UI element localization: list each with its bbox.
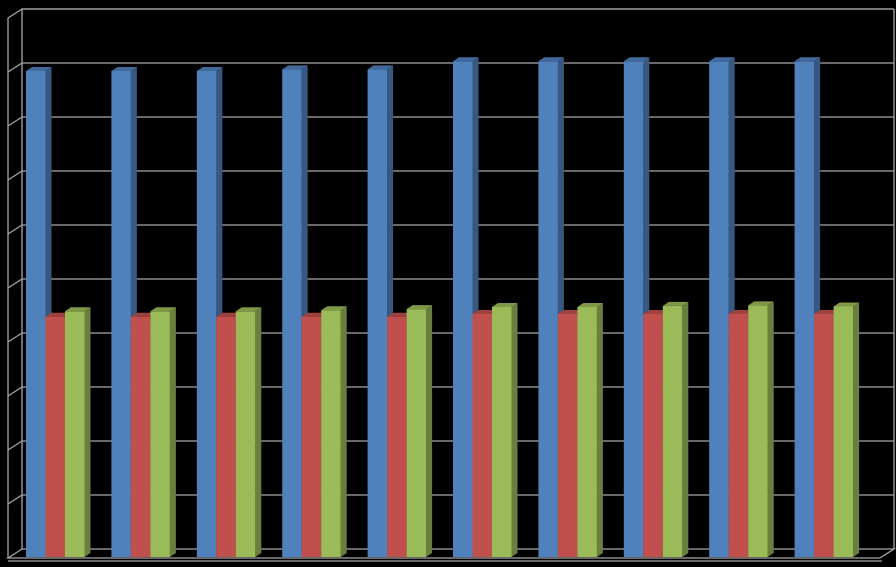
bar-top	[643, 310, 669, 314]
bar-top	[577, 302, 603, 307]
gridline-side	[7, 386, 23, 397]
bar	[235, 311, 256, 557]
bar	[557, 314, 578, 557]
bar	[406, 309, 427, 557]
bar	[321, 310, 341, 557]
bar-side	[682, 301, 689, 557]
bar	[130, 316, 151, 557]
bar	[367, 69, 388, 557]
bar-top	[387, 312, 413, 317]
gridline-side	[7, 494, 23, 505]
bar-top	[557, 310, 584, 314]
bar-top	[45, 312, 71, 317]
bar	[472, 314, 492, 557]
bar-top	[709, 57, 735, 62]
bar-top	[367, 65, 394, 70]
bar-side	[853, 302, 860, 557]
bar	[577, 306, 597, 557]
bar-top	[833, 302, 860, 307]
gridline-side	[7, 8, 23, 19]
bar-side	[340, 306, 347, 557]
bar	[623, 61, 644, 557]
bar-top	[301, 312, 328, 317]
bar-side	[169, 307, 176, 557]
gridline-side	[7, 440, 23, 451]
bar	[492, 306, 512, 557]
bar-side	[84, 307, 91, 557]
gridline-side	[7, 332, 23, 343]
bar	[45, 316, 65, 557]
bar-top	[216, 312, 242, 317]
bar	[709, 61, 729, 557]
bar	[814, 314, 834, 557]
bar-top	[794, 57, 821, 62]
bar-top	[406, 305, 433, 310]
floor	[5, 548, 896, 559]
bar-top	[111, 67, 137, 71]
bar	[728, 314, 749, 557]
bar-top	[130, 312, 157, 317]
bar-top	[235, 307, 262, 312]
bar-top	[321, 306, 347, 311]
bar-top	[728, 310, 755, 314]
bar-top	[26, 67, 52, 71]
gridline-side	[7, 62, 23, 73]
bar-side	[596, 302, 603, 557]
gridline-side	[7, 170, 23, 181]
bar-top	[150, 307, 176, 312]
bar-side	[767, 301, 774, 557]
bar	[794, 61, 815, 557]
bar-side	[255, 307, 262, 557]
bar-side	[426, 305, 433, 557]
bar	[387, 316, 407, 557]
gridline-side	[7, 224, 23, 235]
gridline-side	[7, 116, 23, 127]
bar	[453, 61, 473, 557]
bar-top	[814, 310, 840, 314]
bar	[216, 316, 236, 557]
bar-top	[453, 57, 479, 62]
bar	[65, 311, 85, 557]
bar	[196, 71, 217, 557]
bar	[662, 305, 683, 557]
bar-top	[623, 57, 650, 62]
bar	[538, 61, 558, 557]
bar	[643, 314, 663, 557]
bar-top	[492, 302, 518, 307]
bar	[150, 311, 170, 557]
bar-top	[65, 307, 91, 312]
bar	[301, 316, 322, 557]
bar	[26, 71, 46, 557]
bar-top	[282, 65, 308, 70]
bar-top	[196, 67, 223, 71]
bar-top	[662, 301, 689, 306]
bar	[111, 71, 131, 557]
bar-side	[511, 302, 518, 557]
bar-top	[472, 310, 498, 314]
bar	[833, 306, 854, 557]
bar	[748, 305, 768, 557]
bar-top	[748, 301, 774, 306]
bar-top	[538, 57, 564, 62]
bar	[282, 69, 302, 557]
gridline-side	[7, 278, 23, 289]
